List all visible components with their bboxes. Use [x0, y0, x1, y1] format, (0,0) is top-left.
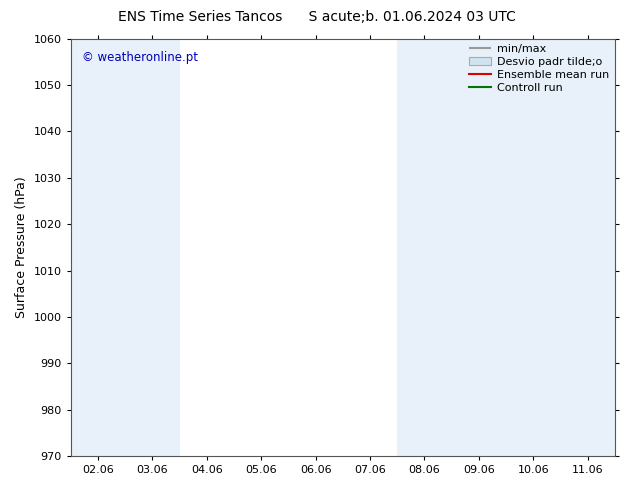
Legend: min/max, Desvio padr tilde;o, Ensemble mean run, Controll run: min/max, Desvio padr tilde;o, Ensemble m… — [467, 42, 612, 95]
Bar — [397, 39, 451, 456]
Bar — [506, 39, 560, 456]
Text: ENS Time Series Tancos      S acute;b. 01.06.2024 03 UTC: ENS Time Series Tancos S acute;b. 01.06.… — [118, 10, 516, 24]
Y-axis label: Surface Pressure (hPa): Surface Pressure (hPa) — [15, 176, 28, 318]
Bar — [451, 39, 506, 456]
Bar — [71, 39, 125, 456]
Bar — [125, 39, 179, 456]
Text: © weatheronline.pt: © weatheronline.pt — [82, 51, 198, 64]
Bar — [560, 39, 615, 456]
